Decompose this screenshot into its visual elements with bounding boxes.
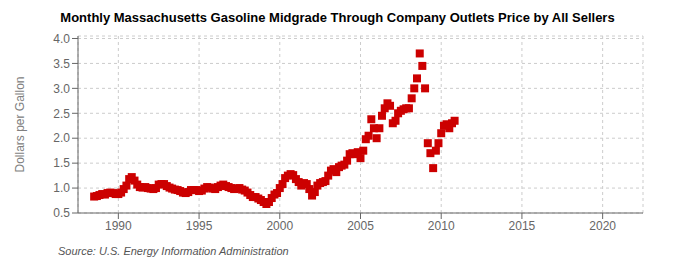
svg-text:1.0: 1.0 [53, 181, 70, 195]
svg-text:2015: 2015 [509, 219, 536, 233]
svg-text:2010: 2010 [428, 219, 455, 233]
svg-text:0.5: 0.5 [53, 206, 70, 220]
svg-text:1.5: 1.5 [53, 156, 70, 170]
svg-text:2005: 2005 [347, 219, 374, 233]
svg-text:2020: 2020 [589, 219, 616, 233]
svg-text:1995: 1995 [186, 219, 213, 233]
html-text:Monthly Massachusetts Gasoline: Monthly Massachusetts Gasoline Midgrade … [60, 10, 615, 25]
svg-text:Dollars per Gallon: Dollars per Gallon [13, 76, 27, 172]
svg-text:2000: 2000 [266, 219, 293, 233]
svg-text:2.5: 2.5 [53, 107, 70, 121]
svg-text:1990: 1990 [105, 219, 132, 233]
svg-text:4.0: 4.0 [53, 32, 70, 46]
svg-text:3.0: 3.0 [53, 82, 70, 96]
html-text:Source: U.S. Energy Informatio: Source: U.S. Energy Information Administ… [58, 245, 289, 257]
svg-text:2.0: 2.0 [53, 131, 70, 145]
svg-text:3.5: 3.5 [53, 57, 70, 71]
